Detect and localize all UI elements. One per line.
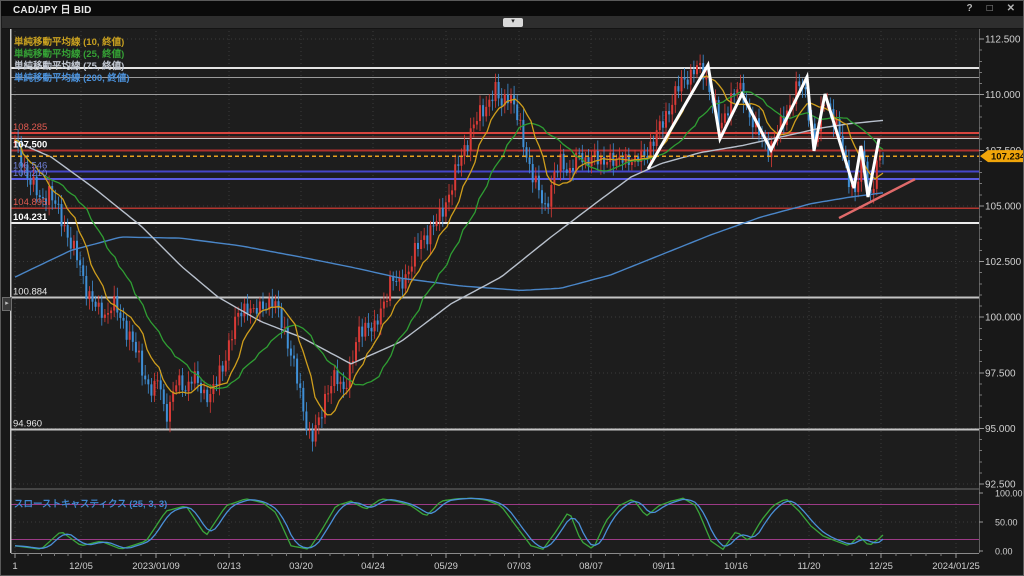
date-tick-label: 12/25: [869, 561, 893, 572]
legend-item-ma75[interactable]: 単純移動平均線 (75, 終値): [14, 61, 125, 72]
stoch-tick-label: 0.00: [995, 547, 1013, 557]
toolbar-strip: ▾: [2, 16, 1023, 29]
zigzag-drawing: [646, 60, 881, 198]
legend-item-ma10[interactable]: 単純移動平均線 (10, 終値): [14, 37, 125, 48]
date-tick-label: 02/13: [217, 561, 241, 572]
svg-text:107.234: 107.234: [991, 152, 1024, 163]
date-tick-label: 12/05: [69, 561, 93, 572]
level-label: 94.960: [13, 418, 42, 429]
collapse-panel-button[interactable]: ▾: [503, 17, 523, 27]
date-axis[interactable]: 1 12/05 2023/01/09 02/13 03/20 04/24 05/29 07/0…: [12, 553, 980, 572]
legend-item-ma25[interactable]: 単純移動平均線 (25, 終値): [14, 49, 125, 60]
stochastics-lines: [14, 497, 884, 551]
price-tick-label: 110.000: [985, 90, 1021, 101]
price-tick-label: 92.500: [985, 480, 1016, 491]
window-controls: ? □ ✕: [966, 1, 1023, 16]
level-label: 100.884: [13, 286, 47, 297]
drawing-annotations[interactable]: [646, 60, 916, 220]
date-tick-label: 05/29: [434, 561, 458, 572]
price-tick-label: 102.500: [985, 257, 1022, 268]
date-tick-label: 2024/01/25: [932, 561, 980, 572]
level-label: 107.500: [13, 139, 47, 150]
price-tick-label: 97.500: [985, 368, 1016, 379]
date-tick-label: 2023/01/09: [132, 561, 180, 572]
date-tick-label: 07/03: [507, 561, 531, 572]
help-button[interactable]: ?: [966, 3, 973, 14]
date-tick-label: 04/24: [361, 561, 385, 572]
date-tick-label: 11/20: [797, 561, 820, 572]
level-label: 104.895: [13, 197, 47, 208]
window-title: CAD/JPY 日 BID: [13, 5, 92, 16]
level-label: 106.210: [13, 168, 47, 179]
level-label: 106.546: [13, 160, 47, 171]
current-price-badge: 107.234: [980, 150, 1024, 163]
stoch-tick-label: 50.00: [995, 518, 1018, 528]
price-tick-label: 105.000: [985, 201, 1022, 212]
level-label: 108.285: [13, 122, 47, 133]
indicator-legend: 単純移動平均線 (10, 終値) 単純移動平均線 (25, 終値) 単純移動平均…: [14, 37, 130, 85]
stochastics-label[interactable]: スローストキャスティクス (25, 3, 3): [14, 499, 168, 510]
panel-expand-button[interactable]: ▸: [2, 297, 12, 311]
level-label: 104.231: [13, 212, 48, 223]
title-bar[interactable]: CAD/JPY 日 BID ? □ ✕: [1, 1, 1023, 16]
price-tick-label: 112.500: [985, 35, 1021, 46]
close-button[interactable]: ✕: [1006, 3, 1015, 14]
date-tick-label: 08/07: [579, 561, 603, 572]
maximize-button[interactable]: □: [986, 3, 993, 14]
date-tick-label: 1: [12, 561, 17, 572]
trendline-drawing: [838, 178, 916, 220]
date-tick-label: 03/20: [289, 561, 313, 572]
stoch-tick-label: 100.00: [995, 489, 1023, 499]
legend-item-ma200[interactable]: 単純移動平均線 (200, 終値): [14, 73, 130, 84]
date-tick-label: 10/16: [724, 561, 748, 572]
price-tick-label: 95.000: [985, 424, 1016, 435]
date-tick-label: 09/11: [652, 561, 675, 572]
price-tick-label: 100.000: [985, 313, 1022, 324]
moving-averages: [14, 75, 884, 416]
